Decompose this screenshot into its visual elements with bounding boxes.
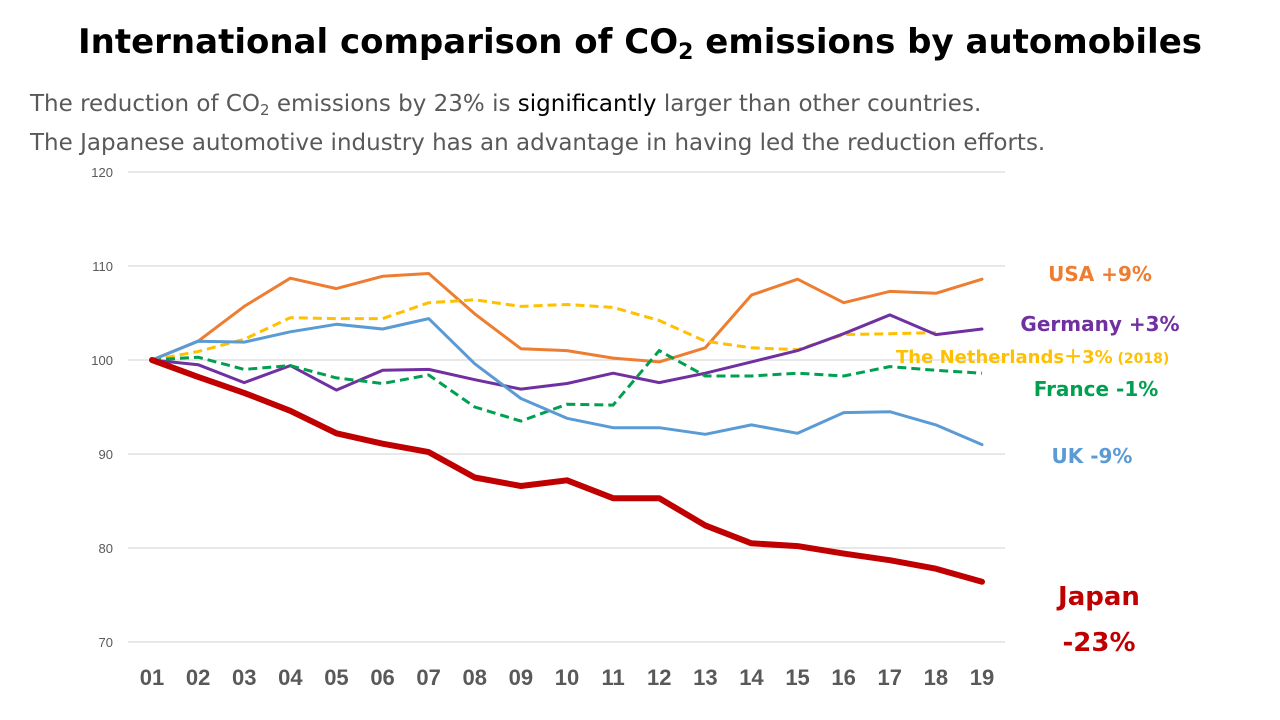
chart-subtitle: The reduction of CO2 emissions by 23% is… <box>30 88 1260 160</box>
subtitle-line-1-pre: The reduction of CO <box>30 91 261 117</box>
x-tick-label: 11 <box>601 665 624 690</box>
series-label-note: (2018) <box>1113 351 1170 367</box>
subtitle-line-2: The Japanese automotive industry has an … <box>30 130 1046 156</box>
x-tick-label: 15 <box>785 665 809 690</box>
title-pre: International comparison of CO <box>77 22 679 62</box>
title-post: emissions by automobiles <box>693 22 1202 62</box>
subtitle-line-1: The reduction of CO2 emissions by 23% is… <box>30 88 1260 127</box>
x-tick-label: 18 <box>924 665 948 690</box>
x-tick-label: 08 <box>463 665 487 690</box>
x-tick-label: 10 <box>555 665 579 690</box>
subtitle-line-1-mid: emissions by 23% is <box>269 91 518 117</box>
series-line-usa <box>150 272 984 364</box>
x-tick-label: 17 <box>878 665 902 690</box>
series-label-japan-value: -23% <box>1062 628 1135 658</box>
y-tick-label: 70 <box>99 635 113 650</box>
x-axis-ticks: 01 02 03 04 05 06 07 08 09 10 11 12 13 14 15 16 17 18 19 <box>140 665 994 690</box>
series-label-uk: UK -9% <box>1052 444 1133 468</box>
chart-title: International comparison of CO2 emission… <box>0 22 1280 65</box>
x-tick-label: 07 <box>416 665 440 690</box>
series-label-usa: USA +9% <box>1048 262 1152 286</box>
series-label-germany: Germany +3% <box>1020 312 1179 336</box>
x-tick-label: 14 <box>739 665 764 690</box>
series-line-france <box>151 349 983 423</box>
y-tick-label: 100 <box>91 353 113 368</box>
grid <box>128 171 1005 643</box>
series-line-uk <box>150 317 984 447</box>
x-tick-label: 19 <box>970 665 994 690</box>
y-tick-label: 80 <box>99 541 113 556</box>
x-tick-label: 13 <box>693 665 717 690</box>
x-tick-label: 04 <box>278 665 303 690</box>
x-tick-label: 12 <box>647 665 671 690</box>
series-lines <box>149 272 985 585</box>
x-tick-label: 03 <box>232 665 256 690</box>
y-tick-label: 110 <box>92 259 113 274</box>
x-tick-label: 16 <box>831 665 855 690</box>
x-tick-label: 09 <box>509 665 533 690</box>
x-tick-label: 01 <box>140 665 164 690</box>
y-tick-label: 120 <box>91 165 113 180</box>
x-tick-label: 06 <box>370 665 394 690</box>
series-label-netherlands: The Netherlands＋3% (2018) <box>896 347 1169 368</box>
series-label-france: France -1% <box>1034 377 1159 401</box>
x-tick-label: 02 <box>186 665 210 690</box>
series-labels: USA +9% The Netherlands＋3% (2018) Germany … <box>896 262 1180 658</box>
subtitle-line-1-post: larger than other countries. <box>656 91 982 117</box>
y-tick-label: 90 <box>99 447 113 462</box>
subtitle-emphasis: significantly <box>517 91 657 117</box>
series-label-japan: Japan <box>1056 582 1140 612</box>
title-subscript: 2 <box>678 40 694 65</box>
series-line-germany <box>150 313 984 392</box>
x-tick-label: 05 <box>324 665 348 690</box>
series-line-japan <box>149 357 985 585</box>
subtitle-subscript: 2 <box>260 101 270 119</box>
y-axis-ticks: 70 80 90 100 110 120 <box>91 165 113 650</box>
